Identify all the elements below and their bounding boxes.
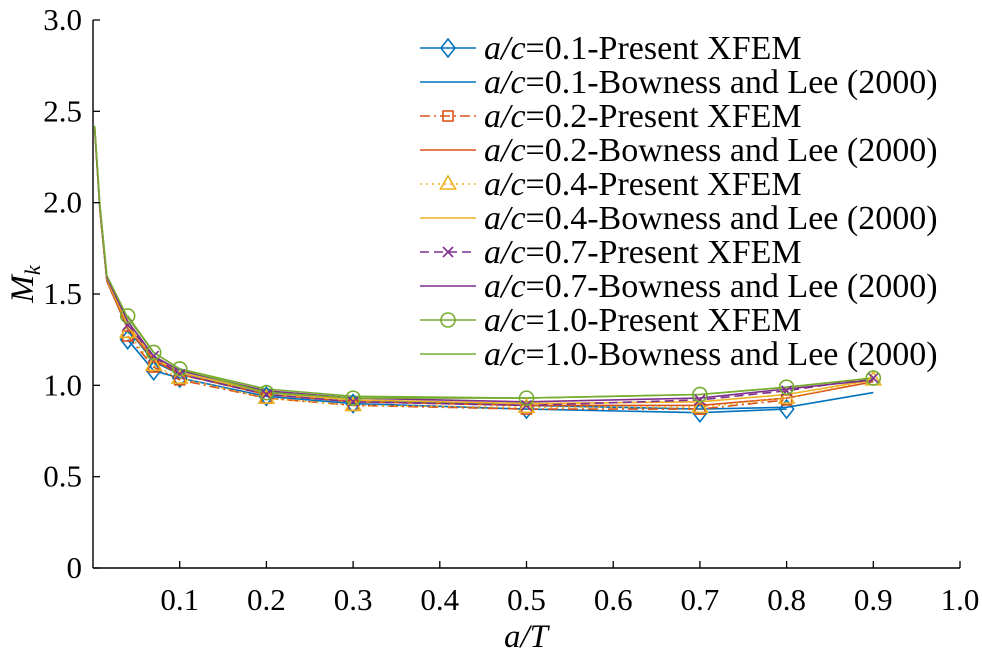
legend-label-text: =0.1-Bowness and Lee (2000) [526,64,938,101]
y-ticks: 0 0.5 1.0 1.5 2.0 2.5 3.0 [43,2,100,585]
a-c-1-0-present-xfem-marker [345,390,361,406]
x-tick-label: 0.2 [247,582,286,617]
a-c-0-4-present-xfem-marker [144,355,163,372]
legend-label-variable: a/c [484,98,526,135]
x-tick-label: 0.3 [334,582,373,617]
legend-label-text: =0.7-Bowness and Lee (2000) [526,268,938,305]
a-c-0-2-present-xfem-marker [121,330,134,342]
legend-entry: a/c=1.0-Bowness and Lee (2000) [420,336,938,373]
legend-label-text: =0.2-Present XFEM [526,98,802,135]
legend-label: a/c=0.2-Present XFEM [484,98,802,135]
legend-label: a/c=1.0-Bowness and Lee (2000) [484,336,938,373]
legend-label: a/c=0.7-Present XFEM [484,234,802,271]
legend-marker [442,110,454,122]
y-tick-label: 2.5 [43,93,82,128]
a-c-1-0-present-xfem-marker [258,384,275,401]
a-c-1-0-bowness-and-lee-2000-line [93,125,874,399]
x-tick-label: 0.4 [420,582,459,617]
legend-label: a/c=0.4-Present XFEM [484,166,802,203]
x-axis-label: a/T [504,619,551,655]
a-c-1-0-present-xfem-marker [865,370,882,386]
y-tick-label: 0 [67,550,83,585]
legend-entry: a/c=0.1-Present XFEM [420,30,802,67]
y-axis-label-subscript: k [20,264,45,275]
legend-marker [442,246,454,258]
legend-label-variable: a/c [484,166,526,203]
legend-marker [440,312,456,328]
legend-entry: a/c=0.7-Bowness and Lee (2000) [420,268,938,305]
a-c-1-0-present-xfem-marker [692,386,708,403]
a-c-0-4-present-xfem-marker [691,397,709,414]
y-axis-label-main: M [5,274,41,304]
legend-label-variable: a/c [484,30,526,67]
x-tick-label: 0.8 [767,582,806,617]
a-c-1-0-present-xfem-marker [145,344,162,361]
legend-entry: a/c=0.4-Present XFEM [420,166,802,203]
legend-label-text: =0.2-Bowness and Lee (2000) [526,132,938,169]
y-tick-label: 0.5 [43,459,82,494]
y-tick-label: 2.0 [43,185,82,220]
legend-label-variable: a/c [484,132,526,169]
legend-label-text: =0.7-Present XFEM [526,234,802,271]
a-c-0-4-present-xfem-marker [777,388,796,404]
y-axis-label: Mk [5,264,45,304]
a-c-1-0-present-xfem-marker [119,308,136,324]
legend-entry: a/c=0.4-Bowness and Lee (2000) [420,200,938,237]
legend-entry: a/c=0.1-Bowness and Lee (2000) [420,64,938,101]
legend-label-text: =0.4-Present XFEM [526,166,802,203]
a-c-0-4-present-xfem-marker [517,397,536,414]
legend-marker [439,174,457,190]
legend-entry: a/c=0.7-Present XFEM [420,234,802,271]
x-tick-label: 0.9 [854,582,893,617]
plot-area [93,125,883,424]
a-c-0-7-present-xfem-marker [174,368,186,380]
a-c-0-7-present-xfem-marker [867,372,879,384]
legend-label: a/c=0.7-Bowness and Lee (2000) [484,268,938,305]
legend-label: a/c=0.2-Bowness and Lee (2000) [484,132,938,169]
legend-label-variable: a/c [484,268,526,305]
legend-label-text: =1.0-Present XFEM [526,302,802,339]
y-tick-label: 1.5 [43,276,82,311]
a-c-1-0-present-xfem-marker [518,390,535,406]
legend-entry: a/c=0.2-Bowness and Lee (2000) [420,132,938,169]
legend-label-text: =1.0-Bowness and Lee (2000) [526,336,938,373]
legend-label: a/c=1.0-Present XFEM [484,302,802,339]
legend-label-text: =0.4-Bowness and Lee (2000) [526,200,938,237]
y-tick-label: 3.0 [43,2,82,37]
legend-label-text: =0.1-Present XFEM [526,30,802,67]
x-tick-label: 0.7 [681,582,720,617]
legend-label: a/c=0.1-Present XFEM [484,30,802,67]
a-c-1-0-present-xfem-marker [778,379,795,395]
legend-marker [439,37,457,59]
y-tick-label: 1.0 [43,367,82,402]
a-c-0-7-present-xfem-marker [694,394,706,406]
legend-label-variable: a/c [484,200,526,237]
x-tick-label: 1.0 [941,582,980,617]
a-c-0-7-present-xfem-marker [260,388,272,401]
x-tick-label: 0.1 [160,582,199,617]
a-c-0-4-present-xfem-marker [118,322,137,339]
legend-label-variable: a/c [484,302,526,339]
a-c-0-4-present-xfem-marker [170,368,189,384]
a-c-0-4-present-xfem-marker [257,388,276,404]
legend-entry: a/c=1.0-Present XFEM [420,302,802,339]
axes: 0.1 0.2 0.3 0.4 0.5 0.6 0.7 0.8 0.9 1.0 0 0.5 1.0 1.… [43,2,979,617]
a-c-0-1-present-xfem-marker [778,398,795,420]
legend-label-variable: a/c [484,64,526,101]
legend-label: a/c=0.1-Bowness and Lee (2000) [484,64,938,101]
x-ticks: 0.1 0.2 0.3 0.4 0.5 0.6 0.7 0.8 0.9 1.0 [160,561,979,617]
legend-label-variable: a/c [484,336,526,373]
legend-label-variable: a/c [484,234,526,271]
legend-entry: a/c=0.2-Present XFEM [420,98,802,135]
legend-label: a/c=0.4-Bowness and Lee (2000) [484,200,938,237]
x-tick-label: 0.5 [507,582,546,617]
x-tick-label: 0.6 [594,582,633,617]
a-c-1-0-present-xfem-marker [171,361,188,377]
